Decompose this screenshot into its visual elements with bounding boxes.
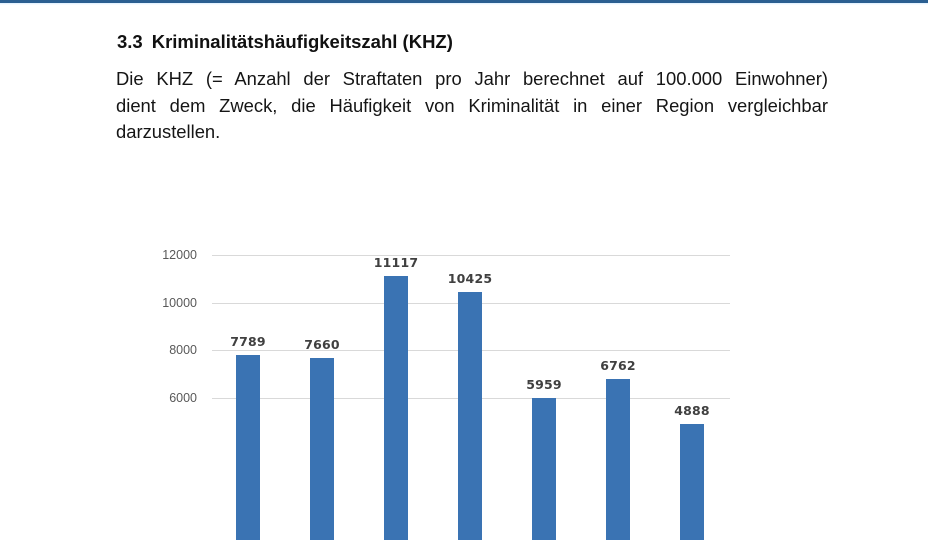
bar-data-label: 7660	[304, 337, 340, 353]
section-title: Kriminalitätshäufigkeitszahl (KHZ)	[151, 31, 453, 52]
paragraph-line: Die KHZ (= Anzahl der Straftaten pro Jah…	[116, 68, 828, 89]
bar-data-label: 10425	[447, 271, 493, 287]
bar-data-label: 6762	[600, 358, 636, 374]
document-header-bar	[0, 0, 928, 3]
chart-bar	[606, 379, 630, 540]
section-paragraph: Die KHZ (= Anzahl der Straftaten pro Jah…	[116, 66, 828, 146]
section-heading: 3.3 Kriminalitätshäufigkeitszahl (KHZ)	[117, 31, 453, 53]
y-tick-label: 10000	[162, 296, 197, 310]
chart-bar	[236, 355, 260, 540]
y-tick-label: 12000	[162, 248, 197, 262]
bar-chart: 12000 10000 8000 6000 7789 7660 11117 10425 595…	[162, 248, 730, 540]
chart-bar	[532, 398, 556, 540]
y-tick-label: 8000	[169, 343, 197, 357]
bar-data-label: 5959	[526, 377, 562, 393]
paragraph-line: dient dem Zweck, die Häufigkeit von Krim…	[116, 94, 828, 116]
chart-bar	[310, 358, 334, 540]
document-header-shade	[0, 3, 928, 5]
paragraph-line: darzustellen.	[116, 121, 221, 142]
chart-bar	[458, 292, 482, 540]
y-tick-label: 6000	[169, 391, 197, 405]
chart-bar	[680, 423, 704, 540]
chart-bar	[384, 275, 408, 540]
bar-data-label: 7789	[230, 334, 266, 349]
section-number: 3.3	[117, 31, 143, 52]
bar-data-label: 11117	[373, 254, 419, 270]
gridline	[212, 255, 730, 256]
bar-data-label: 4888	[674, 402, 710, 418]
